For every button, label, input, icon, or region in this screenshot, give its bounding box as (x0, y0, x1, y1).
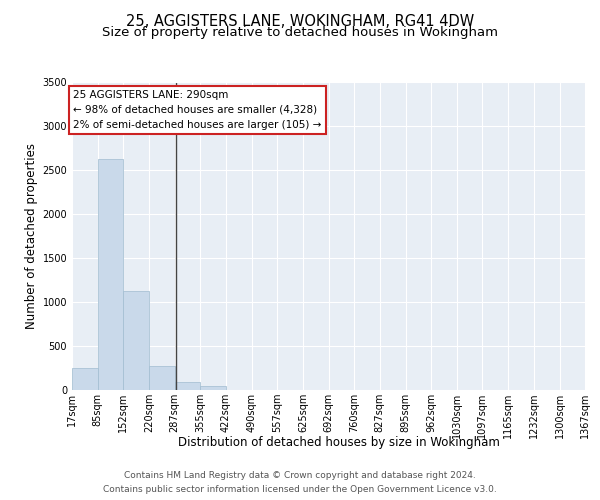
Text: Distribution of detached houses by size in Wokingham: Distribution of detached houses by size … (178, 436, 500, 449)
Text: 25 AGGISTERS LANE: 290sqm
← 98% of detached houses are smaller (4,328)
2% of sem: 25 AGGISTERS LANE: 290sqm ← 98% of detac… (73, 90, 322, 130)
Text: Size of property relative to detached houses in Wokingham: Size of property relative to detached ho… (102, 26, 498, 39)
Bar (72, 368, 98, 390)
Bar (175, 382, 200, 390)
Bar (124, 290, 149, 390)
Text: Contains HM Land Registry data © Crown copyright and database right 2024.: Contains HM Land Registry data © Crown c… (124, 472, 476, 480)
Bar (200, 386, 226, 390)
Bar (149, 366, 175, 390)
Text: 25, AGGISTERS LANE, WOKINGHAM, RG41 4DW: 25, AGGISTERS LANE, WOKINGHAM, RG41 4DW (126, 14, 474, 29)
Bar (98, 159, 124, 390)
Text: Contains public sector information licensed under the Open Government Licence v3: Contains public sector information licen… (103, 484, 497, 494)
Y-axis label: Number of detached properties: Number of detached properties (25, 143, 38, 329)
